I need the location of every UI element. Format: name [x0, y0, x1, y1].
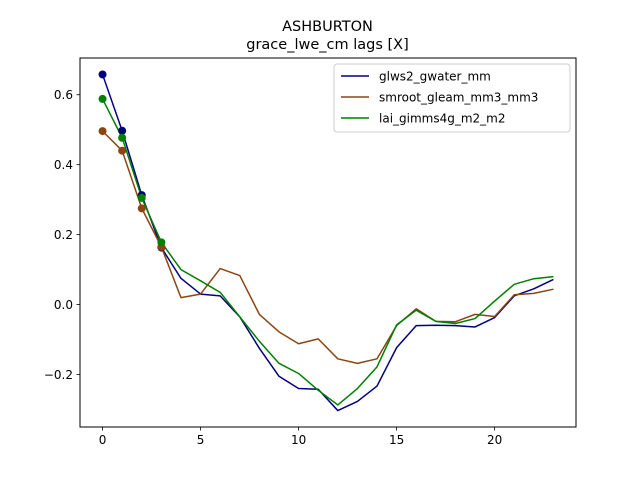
series-marker-1-1 [118, 146, 127, 155]
legend-label-1: smroot_gleam_mm3_mm3 [379, 91, 538, 105]
legend-box [333, 63, 571, 133]
x-tick-label-0: 0 [99, 433, 107, 447]
x-tick-label-4: 20 [487, 433, 502, 447]
series-marker-2-3 [157, 238, 166, 247]
series-marker-2-0 [98, 94, 107, 103]
series-line-0 [101, 74, 554, 412]
x-tick-label-3: 15 [389, 433, 404, 447]
legend-label-0: glws2_gwater_mm [379, 70, 491, 84]
y-tick-label-0: −0.2 [44, 368, 73, 382]
series-marker-0-0 [98, 70, 107, 79]
series-marker-1-2 [137, 204, 146, 213]
series-marker-1-0 [98, 127, 107, 136]
series-marker-0-1 [118, 126, 127, 135]
series-line-1 [102, 130, 554, 365]
plot-frame [79, 57, 577, 428]
series-marker-2-2 [137, 193, 146, 202]
series-line-2 [101, 98, 554, 406]
x-tick-label-2: 10 [291, 433, 306, 447]
x-tick-label-1: 5 [197, 433, 205, 447]
chart-title: ASHBURTON [282, 19, 373, 35]
y-tick-label-2: 0.2 [54, 228, 73, 242]
legend-label-2: lai_gimms4g_m2_m2 [379, 112, 506, 126]
legend: glws2_gwater_mm smroot_gleam_mm3_mm3 lai_g… [333, 63, 571, 133]
chart-subtitle: grace_lwe_cm lags [X] [246, 37, 409, 53]
y-tick-label-3: 0.4 [54, 158, 73, 172]
plot-area [98, 70, 554, 412]
axes: 0 5 10 15 20 −0.2 0.0 0.2 0.4 0.6 [44, 57, 577, 447]
y-tick-label-1: 0.0 [54, 298, 73, 312]
series-marker-2-1 [118, 133, 127, 142]
y-tick-label-4: 0.6 [54, 88, 73, 102]
